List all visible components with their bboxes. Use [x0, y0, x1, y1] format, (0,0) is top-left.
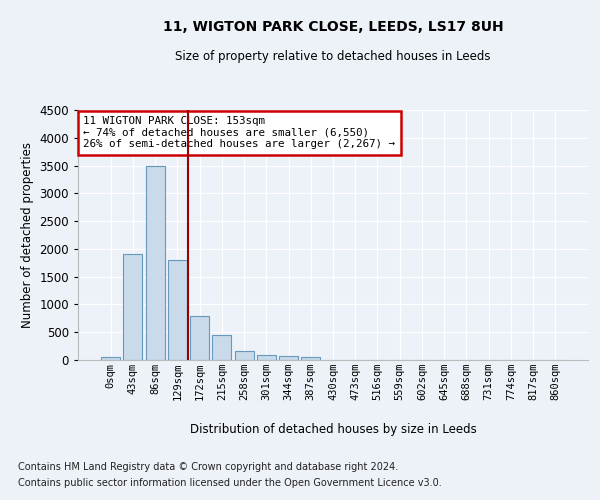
Bar	[279, 356, 298, 360]
Bar	[168, 260, 187, 360]
Bar	[124, 254, 142, 360]
Y-axis label: Number of detached properties: Number of detached properties	[21, 142, 34, 328]
Text: Distribution of detached houses by size in Leeds: Distribution of detached houses by size …	[190, 422, 476, 436]
Bar	[301, 356, 320, 360]
Bar	[235, 351, 254, 360]
Bar	[212, 335, 231, 360]
Text: Size of property relative to detached houses in Leeds: Size of property relative to detached ho…	[175, 50, 491, 63]
Bar	[146, 166, 164, 360]
Text: Contains HM Land Registry data © Crown copyright and database right 2024.: Contains HM Land Registry data © Crown c…	[18, 462, 398, 472]
Text: 11 WIGTON PARK CLOSE: 153sqm
← 74% of detached houses are smaller (6,550)
26% of: 11 WIGTON PARK CLOSE: 153sqm ← 74% of de…	[83, 116, 395, 150]
Bar	[101, 357, 120, 360]
Bar	[257, 355, 276, 360]
Text: Contains public sector information licensed under the Open Government Licence v3: Contains public sector information licen…	[18, 478, 442, 488]
Text: 11, WIGTON PARK CLOSE, LEEDS, LS17 8UH: 11, WIGTON PARK CLOSE, LEEDS, LS17 8UH	[163, 20, 503, 34]
Bar	[190, 316, 209, 360]
